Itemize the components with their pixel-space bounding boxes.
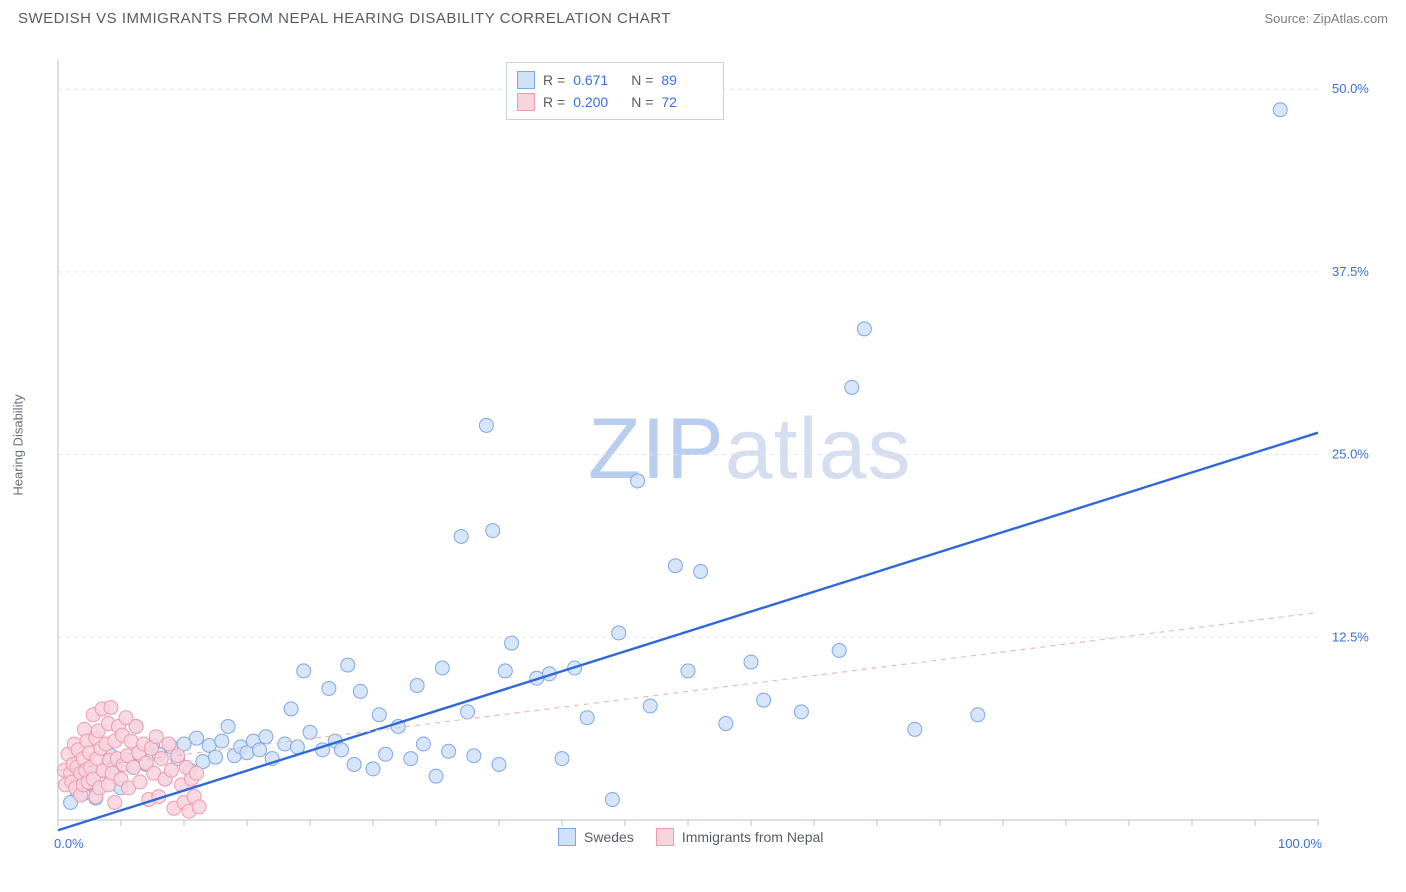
- svg-text:37.5%: 37.5%: [1332, 264, 1369, 279]
- stat-n-label: N =: [631, 69, 653, 91]
- stat-r-label: R =: [543, 69, 565, 91]
- series-legend: Swedes Immigrants from Nepal: [558, 828, 823, 846]
- svg-text:25.0%: 25.0%: [1332, 447, 1369, 462]
- stat-n-value: 89: [661, 69, 711, 91]
- chart-title: SWEDISH VS IMMIGRANTS FROM NEPAL HEARING…: [18, 10, 671, 27]
- stat-r-label: R =: [543, 91, 565, 113]
- chart-area: Hearing Disability ZIPatlas 12.5%25.0%37…: [48, 40, 1388, 850]
- chart-source: Source: ZipAtlas.com: [1264, 11, 1388, 26]
- y-axis-label: Hearing Disability: [11, 394, 26, 495]
- legend-swatch: [656, 828, 674, 846]
- legend-swatch: [517, 71, 535, 89]
- svg-text:100.0%: 100.0%: [1278, 836, 1323, 850]
- chart-header: SWEDISH VS IMMIGRANTS FROM NEPAL HEARING…: [0, 0, 1406, 33]
- legend-item: Swedes: [558, 828, 634, 846]
- stat-r-value: 0.671: [573, 69, 623, 91]
- stats-row: R = 0.671 N = 89: [517, 69, 711, 91]
- svg-text:12.5%: 12.5%: [1332, 629, 1369, 644]
- stats-row: R = 0.200 N = 72: [517, 91, 711, 113]
- scatter-plot: 12.5% 25.0% 37.5% 50.0% 0.0% 100.0%: [48, 40, 1388, 850]
- legend-label: Swedes: [584, 829, 634, 845]
- stat-n-value: 72: [661, 91, 711, 113]
- legend-swatch: [558, 828, 576, 846]
- legend-swatch: [517, 93, 535, 111]
- stat-n-label: N =: [631, 91, 653, 113]
- legend-label: Immigrants from Nepal: [682, 829, 824, 845]
- correlation-stats-box: R = 0.671 N = 89 R = 0.200 N = 72: [506, 62, 724, 120]
- svg-text:50.0%: 50.0%: [1332, 81, 1369, 96]
- legend-item: Immigrants from Nepal: [656, 828, 824, 846]
- svg-text:0.0%: 0.0%: [54, 836, 84, 850]
- stat-r-value: 0.200: [573, 91, 623, 113]
